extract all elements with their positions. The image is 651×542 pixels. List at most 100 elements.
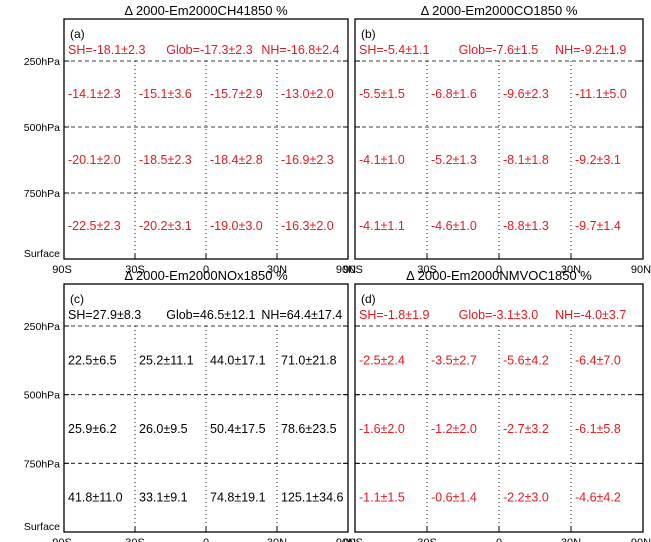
- cell-value: -14.1±2.3: [68, 87, 121, 101]
- panel-c: Δ 2000-Em2000NOx1850 % (c) SH=27.9±8.3 Glob…: [24, 268, 356, 542]
- cell-value: -8.1±1.8: [503, 153, 549, 167]
- cell-value: 71.0±21.8: [281, 353, 337, 367]
- cell-value: -5.2±1.3: [431, 153, 477, 167]
- y-tick-label: Surface: [24, 521, 60, 533]
- cell-value: -4.6±4.2: [575, 491, 621, 505]
- cell-value: 26.0±9.5: [139, 422, 188, 436]
- panel-title: Δ 2000-Em2000CH41850 %: [124, 3, 288, 18]
- cell-value: -18.5±2.3: [139, 153, 192, 167]
- x-tick-label: 30N: [267, 537, 287, 542]
- panel-label: (b): [361, 27, 376, 41]
- x-tick-label: 90S: [52, 264, 72, 276]
- cell-value: -4.1±1.1: [359, 219, 405, 233]
- cell-value: -5.6±4.2: [503, 353, 549, 367]
- y-tick-label: 250hPa: [24, 56, 60, 68]
- cell-value: -9.7±1.4: [575, 219, 621, 233]
- x-tick-label: 90S: [343, 264, 363, 276]
- cell-value: -2.7±3.2: [503, 422, 549, 436]
- x-tick-label: 30N: [561, 537, 581, 542]
- x-tick-label: 30S: [125, 537, 145, 542]
- summary-value: Glob=-3.1±3.0: [459, 308, 539, 322]
- panel-label: (a): [70, 27, 85, 41]
- cell-value: -16.9±2.3: [281, 153, 334, 167]
- panel-title: Δ 2000-Em2000NOx1850 %: [124, 268, 288, 283]
- x-tick-label: 0: [203, 264, 209, 276]
- cell-value: -19.0±3.0: [210, 219, 263, 233]
- cell-value: -6.1±5.8: [575, 422, 621, 436]
- panel-b: Δ 2000-Em2000CO1850 % (b) SH=-5.4±1.1 Glob=…: [343, 3, 651, 276]
- cell-value: -1.6±2.0: [359, 422, 405, 436]
- panel-a: Δ 2000-Em2000CH41850 % (a) SH=-18.1±2.3 Glo…: [24, 3, 356, 276]
- x-tick-label: 30S: [417, 264, 437, 276]
- cell-value: -9.2±3.1: [575, 153, 621, 167]
- cell-value: -13.0±2.0: [281, 87, 334, 101]
- cell-value: -11.1±5.0: [575, 87, 627, 101]
- cell-value: 25.9±6.2: [68, 422, 117, 436]
- cell-value: -20.2±3.1: [139, 219, 192, 233]
- cell-value: -9.6±2.3: [503, 87, 549, 101]
- panel-label: (d): [361, 292, 376, 306]
- summary-value: NH=-16.8±2.4: [261, 43, 339, 57]
- cell-value: -6.8±1.6: [431, 87, 477, 101]
- cell-value: 78.6±23.5: [281, 422, 337, 436]
- cell-value: -15.1±3.6: [139, 87, 192, 101]
- cell-value: -18.4±2.8: [210, 153, 263, 167]
- x-tick-label: 90N: [336, 264, 356, 276]
- y-tick-label: Surface: [24, 248, 60, 260]
- x-tick-label: 90N: [336, 537, 356, 542]
- x-tick-label: 90N: [631, 537, 651, 542]
- summary-value: NH=-4.0±3.7: [555, 308, 626, 322]
- summary-value: SH=-18.1±2.3: [68, 43, 145, 57]
- cell-value: -15.7±2.9: [210, 87, 263, 101]
- cell-value: -2.5±2.4: [359, 353, 405, 367]
- cell-value: -6.4±7.0: [575, 353, 621, 367]
- panel-title: Δ 2000-Em2000CO1850 %: [421, 3, 578, 18]
- cell-value: -4.6±1.0: [431, 219, 477, 233]
- x-tick-label: 90S: [52, 537, 72, 542]
- cell-value: 33.1±9.1: [139, 491, 188, 505]
- cell-value: -2.2±3.0: [503, 491, 549, 505]
- summary-value: Glob=-7.6±1.5: [459, 43, 539, 57]
- x-tick-label: 0: [496, 537, 502, 542]
- cell-value: -16.3±2.0: [281, 219, 334, 233]
- x-tick-label: 0: [203, 537, 209, 542]
- x-tick-label: 90S: [343, 537, 363, 542]
- summary-value: SH=27.9±8.3: [68, 308, 141, 322]
- cell-value: -5.5±1.5: [359, 87, 405, 101]
- summary-value: SH=-5.4±1.1: [359, 43, 429, 57]
- summary-value: NH=64.4±17.4: [261, 308, 342, 322]
- cell-value: -8.8±1.3: [503, 219, 549, 233]
- x-tick-label: 0: [496, 264, 502, 276]
- x-tick-label: 30S: [125, 264, 145, 276]
- cell-value: 125.1±34.6: [281, 491, 344, 505]
- panel-title: Δ 2000-Em2000NMVOC1850 %: [406, 268, 592, 283]
- y-tick-label: 500hPa: [24, 390, 60, 402]
- summary-value: Glob=-17.3±2.3: [166, 43, 252, 57]
- cell-value: 50.4±17.5: [210, 422, 266, 436]
- y-tick-label: 750hPa: [24, 188, 60, 200]
- x-tick-label: 90N: [631, 264, 651, 276]
- cell-value: -0.6±1.4: [431, 491, 477, 505]
- y-tick-label: 750hPa: [24, 458, 60, 470]
- x-tick-label: 30N: [267, 264, 287, 276]
- y-tick-label: 250hPa: [24, 321, 60, 333]
- cell-value: -1.2±2.0: [431, 422, 477, 436]
- panel-d: Δ 2000-Em2000NMVOC1850 % (d) SH=-1.8±1.9 Gl…: [343, 268, 651, 542]
- cell-value: -3.5±2.7: [431, 353, 477, 367]
- y-tick-label: 500hPa: [24, 122, 60, 134]
- cell-value: 41.8±11.0: [68, 491, 123, 505]
- cell-value: 25.2±11.1: [139, 353, 194, 367]
- cell-value: 44.0±17.1: [210, 353, 266, 367]
- cell-value: 74.8±19.1: [210, 491, 266, 505]
- summary-value: SH=-1.8±1.9: [359, 308, 429, 322]
- cell-value: -4.1±1.0: [359, 153, 405, 167]
- x-tick-label: 30N: [561, 264, 581, 276]
- cell-value: -20.1±2.0: [68, 153, 121, 167]
- cell-value: -22.5±2.3: [68, 219, 121, 233]
- summary-value: Glob=46.5±12.1: [166, 308, 255, 322]
- panel-label: (c): [70, 292, 84, 306]
- cell-value: 22.5±6.5: [68, 353, 117, 367]
- summary-value: NH=-9.2±1.9: [555, 43, 626, 57]
- x-tick-label: 30S: [417, 537, 437, 542]
